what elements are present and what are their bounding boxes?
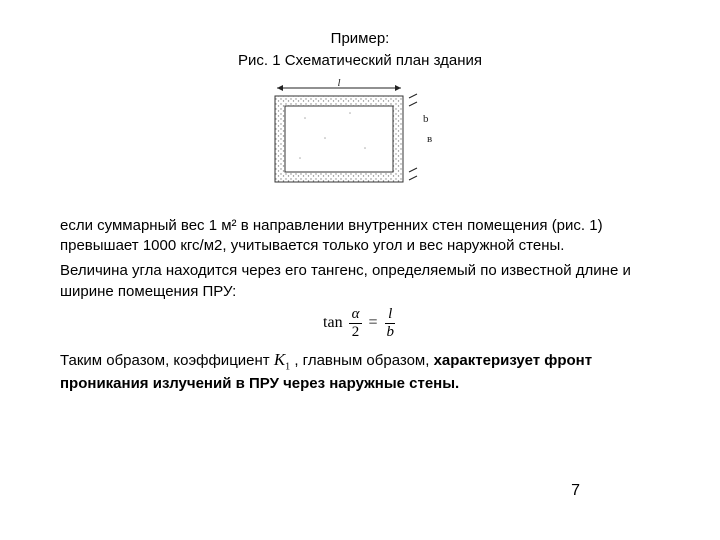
formula-block: tan α 2 = l b <box>60 306 660 340</box>
dim-label-v: в <box>427 133 432 145</box>
dim-label-l: l <box>337 78 340 89</box>
figure-caption: Рис. 1 Схематический план здания <box>60 50 660 72</box>
page: Пример: Рис. 1 Схематический план здания… <box>0 0 720 540</box>
formula-rhs-frac: l b <box>383 306 397 340</box>
body-text: если суммарный вес 1 м² в направлении вн… <box>60 216 660 396</box>
page-number: 7 <box>571 482 580 500</box>
dim-label-b: b <box>423 113 429 125</box>
formula-angle-frac: α 2 <box>349 306 363 340</box>
paragraph-1: если суммарный вес 1 м² в направлении вн… <box>60 216 660 257</box>
p3-prefix: Таким образом, коэффициент <box>60 352 274 369</box>
figure-container: l b в <box>60 78 660 198</box>
building-plan-diagram: l b в <box>255 78 465 198</box>
formula-tan: tan <box>323 312 343 334</box>
paragraph-2: Величина угла находится через его танген… <box>60 261 660 302</box>
formula-eq: = <box>368 312 377 334</box>
p3-mid: , главным образом, <box>294 352 433 369</box>
paragraph-3: Таким образом, коэффициент K1 , главным … <box>60 348 660 395</box>
example-label: Пример: <box>60 28 660 50</box>
coefficient-symbol: K1 <box>274 350 290 369</box>
